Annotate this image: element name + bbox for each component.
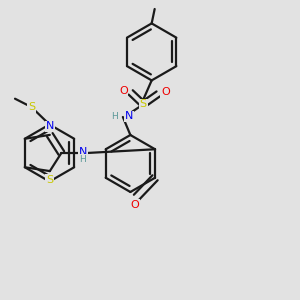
Text: H: H <box>79 155 86 164</box>
Text: O: O <box>161 87 170 98</box>
Text: S: S <box>46 175 53 185</box>
Text: N: N <box>46 121 54 131</box>
Text: N: N <box>125 111 134 122</box>
Text: O: O <box>130 200 139 210</box>
Text: N: N <box>79 147 87 158</box>
Text: S: S <box>28 102 35 112</box>
Text: S: S <box>140 99 147 110</box>
Text: O: O <box>119 86 128 96</box>
Text: H: H <box>111 112 118 121</box>
